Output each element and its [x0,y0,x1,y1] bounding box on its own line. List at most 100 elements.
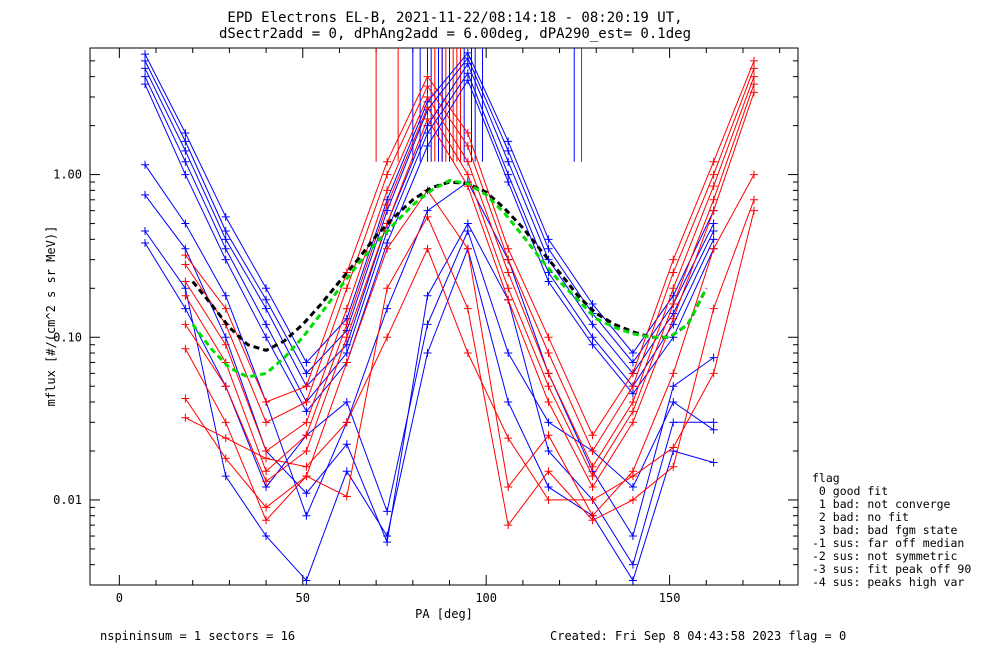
data-point [588,516,597,525]
data-point [181,277,190,286]
x-tick-label: 0 [116,591,123,605]
data-point [302,382,311,391]
series-line [144,229,714,514]
data-point [504,483,513,492]
data-point [504,137,513,146]
data-point [262,454,271,463]
data-point [544,467,553,476]
data-point [709,227,718,236]
legend-entry: 1 bad: not converge [812,497,951,511]
data-point [669,268,678,277]
data-point [221,454,230,463]
legend-entry: -2 sus: not symmetric [812,549,957,563]
data-point [423,244,432,253]
y-axis: 0.01 0.10 1.00 [53,47,798,586]
data-point [628,358,637,367]
data-point [141,238,150,247]
data-point [749,195,758,204]
data-point [709,304,718,313]
data-point [181,260,190,269]
data-point [141,56,150,65]
data-point [302,358,311,367]
data-point [628,407,637,416]
data-point [504,244,513,253]
data-point [544,349,553,358]
legend-entry: -3 sus: fit peak off 90 [812,562,971,576]
data-point [181,344,190,353]
data-point [181,129,190,138]
data-point [628,418,637,427]
data-point [504,284,513,293]
plot-area [141,48,758,585]
plot-frame [89,47,799,586]
data-point [141,190,150,199]
data-point [141,80,150,89]
data-point [302,418,311,427]
data-point [423,291,432,300]
data-point [342,467,351,476]
legend-title: flag [812,471,840,485]
data-point [342,418,351,427]
chart-subtitle: dSectr2add = 0, dPhAng2add = 6.00deg, dP… [219,26,691,42]
data-point [588,320,597,329]
data-point [749,88,758,97]
legend-entry: -1 sus: far off median [812,536,964,550]
data-point [544,277,553,286]
data-point [628,472,637,481]
y-tick-label: 0.01 [53,493,82,507]
data-point [544,255,553,264]
data-point [463,76,472,85]
data-point [141,64,150,73]
data-point [221,235,230,244]
data-point [181,413,190,422]
data-point [181,157,190,166]
data-point [342,397,351,406]
fit-curve [191,178,708,379]
data-point [302,489,311,498]
data-point [544,397,553,406]
data-point [181,251,190,260]
data-point [423,82,432,91]
data-point [669,397,678,406]
data-point [342,349,351,358]
data-point [221,244,230,253]
data-point [383,284,392,293]
data-point [141,50,150,59]
footer-left: nspininsum = 1 sectors = 16 [100,629,295,643]
data-point [709,418,718,427]
data-point [423,141,432,150]
data-point [463,141,472,150]
data-point [669,443,678,452]
y-axis-label: mflux [#/(cm^2 s sr MeV)] [44,226,58,407]
data-point [383,186,392,195]
data-point [221,340,230,349]
data-point [544,483,553,492]
data-point [423,212,432,221]
data-point [504,146,513,155]
data-point [628,483,637,492]
chart-title: EPD Electrons EL-B, 2021-11-22/08:14:18 … [227,10,682,26]
data-point [588,431,597,440]
data-point [221,382,230,391]
data-point [709,369,718,378]
data-point [181,304,190,313]
x-axis: 0 50 100 150 [116,48,781,605]
data-point [669,284,678,293]
data-point [504,157,513,166]
data-point [141,227,150,236]
data-point [544,235,553,244]
y-tick-label: 1.00 [53,168,82,182]
data-point [181,284,190,293]
data-point [749,80,758,89]
data-point [463,129,472,138]
data-point [544,495,553,504]
data-point [342,492,351,501]
data-point [141,160,150,169]
data-point [749,72,758,81]
data-point [423,92,432,101]
data-point [181,146,190,155]
data-point [181,137,190,146]
data-point [181,291,190,300]
legend-entry: 3 bad: bad fgm state [812,523,957,537]
data-point [544,333,553,342]
